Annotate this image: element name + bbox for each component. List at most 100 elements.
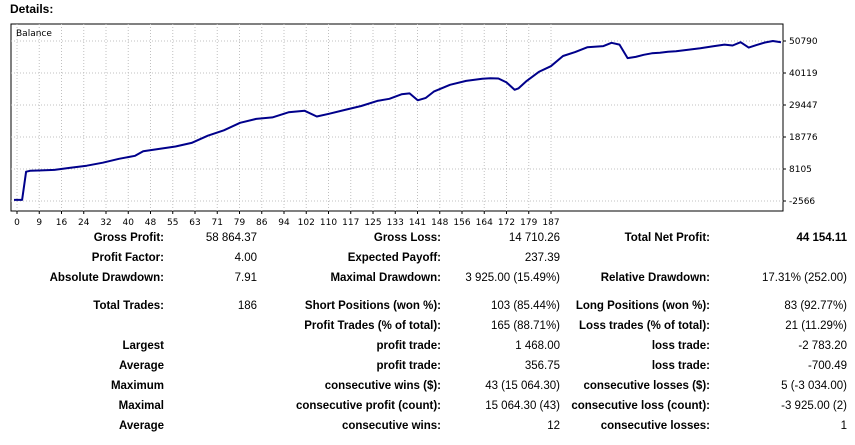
x-tick-label: 141 xyxy=(409,218,426,228)
x-tick-label: 172 xyxy=(498,218,515,228)
y-tick-label: 18776 xyxy=(789,133,818,143)
x-tick-label: 156 xyxy=(453,218,470,228)
stat-label: Profit Trades (% of total): xyxy=(304,320,441,332)
x-tick-label: 40 xyxy=(123,218,135,228)
stat-value xyxy=(716,248,855,268)
stat-label: consecutive profit (count): xyxy=(295,400,441,412)
stat-label: Expected Payoff: xyxy=(347,252,441,264)
x-tick-label: 9 xyxy=(36,218,42,228)
stat-label: consecutive losses ($): xyxy=(583,380,710,392)
stat-value: 356.75 xyxy=(524,360,560,372)
stat-label: Absolute Drawdown: xyxy=(49,272,164,284)
balance-chart: 0 9 16 24 32 40 48 55 63 71 79 86 94 102 110 117 125 133 1… xyxy=(10,23,818,228)
stat-value xyxy=(170,316,265,336)
stat-value: 186 xyxy=(237,300,257,312)
y-tick-label: 50790 xyxy=(789,37,818,47)
stat-value xyxy=(170,356,265,376)
stat-label: Long Positions (won %): xyxy=(575,300,710,312)
stat-label: consecutive wins: xyxy=(341,420,441,432)
stat-value: 237.39 xyxy=(524,252,560,264)
stat-label: Maximal xyxy=(118,400,164,412)
y-tick-label: -2566 xyxy=(789,197,815,207)
stat-label: Maximum xyxy=(110,380,164,392)
stat-label xyxy=(0,316,170,336)
x-tick-label: 94 xyxy=(278,218,290,228)
stat-label xyxy=(568,248,716,268)
stat-row: Largest profit trade: 1 468.00 loss trade: -… xyxy=(0,336,855,356)
stat-value: 103 (85.44%) xyxy=(490,300,560,312)
stat-value xyxy=(170,376,265,396)
details-title: Details: xyxy=(10,2,54,16)
stat-value xyxy=(170,416,265,436)
stat-value: 14 710.26 xyxy=(508,232,560,244)
stat-value: -3 925.00 (2) xyxy=(781,400,847,412)
x-tick-label: 102 xyxy=(298,218,315,228)
stat-label: Short Positions (won %): xyxy=(304,300,441,312)
stat-row: Absolute Drawdown: 7.91 Maximal Drawdown: 3… xyxy=(0,268,855,288)
stat-value: 5 (-3 034.00) xyxy=(781,380,847,392)
x-tick-label: 125 xyxy=(364,218,381,228)
y-tick-label: 40119 xyxy=(789,69,818,79)
stat-row: Profit Trades (% of total): 165 (88.71%) L… xyxy=(0,316,855,336)
x-tick-label: 55 xyxy=(167,218,178,228)
y-tick-label: 29447 xyxy=(789,101,818,111)
stat-label: Average xyxy=(119,360,164,372)
table-spacer xyxy=(0,288,855,296)
stat-label: consecutive loss (count): xyxy=(571,400,710,412)
x-tick-label: 63 xyxy=(189,218,200,228)
stat-row: Maximum consecutive wins ($): 43 (15 064.3… xyxy=(0,376,855,396)
stat-value xyxy=(170,396,265,416)
stat-row: Gross Profit: 58 864.37 Gross Loss: 14 710.… xyxy=(0,228,855,248)
stat-value: -2 783.20 xyxy=(798,340,847,352)
stat-value: 58 864.37 xyxy=(205,232,257,244)
stat-label: profit trade: xyxy=(376,340,441,352)
stat-value: 21 (11.29%) xyxy=(785,320,847,332)
stat-row: Average profit trade: 356.75 loss trade: -70… xyxy=(0,356,855,376)
stat-value: 165 (88.71%) xyxy=(490,320,560,332)
chart-title: Balance xyxy=(16,29,52,39)
stat-label: loss trade: xyxy=(651,360,710,372)
balance-series-line xyxy=(14,40,782,201)
stat-label: Total Net Profit: xyxy=(624,232,710,244)
stat-label: Maximal Drawdown: xyxy=(330,272,441,284)
stat-label: profit trade: xyxy=(376,360,441,372)
stat-value: 43 (15 064.30) xyxy=(485,380,560,392)
stat-row: Maximal consecutive profit (count): 15 064… xyxy=(0,396,855,416)
x-tick-label: 48 xyxy=(145,218,157,228)
x-tick-label: 179 xyxy=(520,218,537,228)
chart-plot-area xyxy=(10,23,784,212)
stat-label: consecutive wins ($): xyxy=(324,380,441,392)
stat-label: Gross Profit: xyxy=(93,232,164,244)
stat-value: 1 468.00 xyxy=(515,340,560,352)
x-tick-label: 148 xyxy=(431,218,448,228)
x-tick-label: 86 xyxy=(256,218,268,228)
stat-label: Relative Drawdown: xyxy=(600,272,710,284)
x-tick-label: 117 xyxy=(342,218,359,228)
stat-value: 44 154.11 xyxy=(796,232,847,244)
stat-value: -700.49 xyxy=(807,360,847,372)
stat-value: 83 (92.77%) xyxy=(784,300,847,312)
stat-value: 15 064.30 (43) xyxy=(485,400,560,412)
stat-value: 1 xyxy=(840,420,847,432)
stat-label: Gross Loss: xyxy=(373,232,441,244)
stat-label: Average xyxy=(119,420,164,432)
stat-label: Largest xyxy=(122,340,164,352)
x-tick-label: 187 xyxy=(542,218,559,228)
x-tick-label: 0 xyxy=(14,218,20,228)
stat-row: Total Trades: 186 Short Positions (won %):… xyxy=(0,296,855,316)
stat-label: Total Trades: xyxy=(93,300,164,312)
stat-value: 3 925.00 (15.49%) xyxy=(465,272,560,284)
x-tick-label: 164 xyxy=(476,218,493,228)
stat-value: 7.91 xyxy=(234,272,257,284)
stat-value xyxy=(170,336,265,356)
x-tick-label: 32 xyxy=(100,218,111,228)
stat-label: consecutive losses: xyxy=(600,420,710,432)
stat-label: Profit Factor: xyxy=(91,252,164,264)
chart-series xyxy=(14,40,782,201)
x-tick-label: 16 xyxy=(56,218,68,228)
stat-row: Average consecutive wins: 12 consecutive lo… xyxy=(0,416,855,436)
x-tick-label: 71 xyxy=(212,218,223,228)
x-tick-label: 79 xyxy=(234,218,246,228)
y-tick-label: 8105 xyxy=(789,165,812,175)
stat-value: 17.31% (252.00) xyxy=(761,272,847,284)
